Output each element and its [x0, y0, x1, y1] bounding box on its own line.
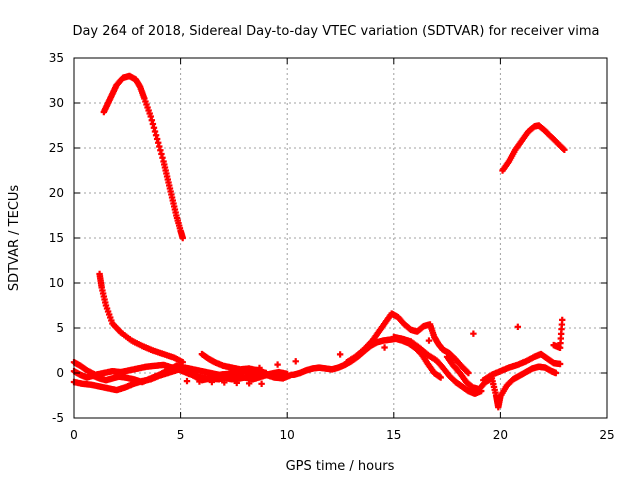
data-point: [258, 380, 265, 387]
data-point: [179, 359, 186, 366]
data-point: [262, 369, 270, 377]
data-point: [470, 330, 477, 337]
y-tick-label: 25: [49, 141, 64, 155]
data-point: [201, 374, 209, 381]
data-points: [70, 72, 568, 411]
y-axis-label: SDTVAR / TECUs: [7, 185, 22, 292]
x-tick-label: 0: [70, 428, 78, 442]
data-point: [238, 368, 245, 375]
data-point: [233, 379, 240, 387]
series-mid-rise-b: [343, 310, 472, 377]
data-point: [465, 369, 472, 377]
data-point: [552, 369, 560, 377]
data-point: [559, 316, 566, 324]
series-bump-6h: [198, 350, 270, 377]
data-point: [245, 380, 253, 387]
series-arc-decay: [96, 270, 186, 366]
data-point: [514, 323, 522, 330]
chart-title: Day 264 of 2018, Sidereal Day-to-day VTE…: [72, 24, 599, 39]
series-late-rise: [480, 350, 564, 384]
data-point: [284, 370, 291, 378]
data-point: [179, 234, 186, 242]
y-tick-label: 10: [49, 276, 64, 290]
data-point: [336, 351, 344, 358]
x-axis-label: GPS time / hours: [286, 459, 395, 474]
x-tick-label: 15: [386, 428, 401, 442]
y-tick-label: 0: [56, 366, 64, 380]
y-tick-label: -5: [52, 411, 64, 425]
data-point: [256, 364, 263, 372]
series-late-dip: [443, 353, 560, 411]
x-tick-label: 10: [280, 428, 295, 442]
data-point: [183, 377, 191, 385]
data-point: [292, 358, 299, 365]
data-point: [274, 361, 281, 368]
data-point: [220, 371, 227, 378]
grid: [74, 58, 607, 418]
data-point: [556, 360, 564, 368]
series-arc-high-morning: [100, 72, 186, 242]
data-point: [381, 344, 388, 351]
x-tick-label: 5: [177, 428, 185, 442]
y-tick-label: 20: [49, 186, 64, 200]
data-point: [221, 379, 228, 386]
series-late-outliers: [183, 316, 566, 387]
x-tick-label: 25: [599, 428, 614, 442]
data-point: [196, 378, 203, 385]
x-tick-label: 20: [493, 428, 508, 442]
y-tick-label: 30: [49, 96, 64, 110]
axes: 0 5 10 15 20 25 -5 0 5 10 15 20 25 30 35: [49, 51, 615, 442]
series-arc-high-evening: [499, 122, 568, 174]
data-point: [561, 146, 568, 153]
y-tick-label: 15: [49, 231, 64, 245]
data-point: [437, 374, 444, 381]
y-tick-label: 5: [56, 321, 64, 335]
y-tick-label: 35: [49, 51, 64, 65]
data-point: [425, 337, 433, 344]
data-point: [208, 378, 216, 386]
